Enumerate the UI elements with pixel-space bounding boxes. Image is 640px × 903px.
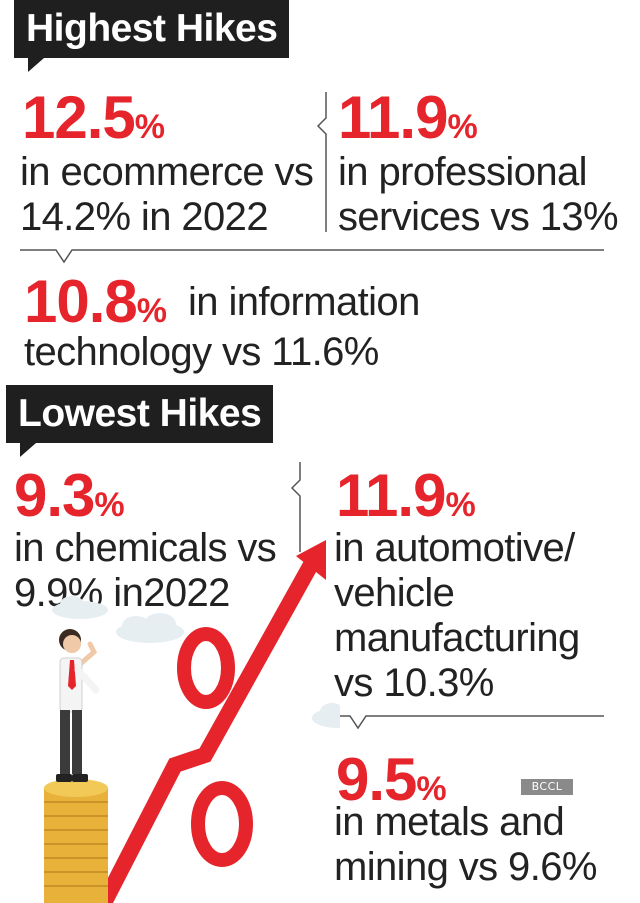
divider-vertical-bottom <box>290 462 301 552</box>
highest-item-3-inline-desc: in information <box>188 280 420 324</box>
cloud-icon <box>312 703 340 728</box>
lowest-item-2-desc: in automotive/ vehicle manufacturing vs … <box>334 526 580 705</box>
businessman-icon <box>56 629 100 782</box>
highest-item-2-desc: in professional services vs 13% <box>338 150 619 239</box>
highest-item-3-value: 10.8% <box>24 268 167 335</box>
growth-illustration <box>44 540 340 903</box>
rising-arrow-icon <box>96 540 326 903</box>
highest-item-3-desc: technology vs 11.6% <box>24 330 379 374</box>
bccl-watermark: BCCL <box>521 779 573 795</box>
highest-item-1-desc: in ecommerce vs 14.2% in 2022 <box>20 150 314 239</box>
cloud-icon <box>116 613 184 643</box>
lowest-hikes-header: Lowest Hikes <box>6 385 274 457</box>
divider-horizontal-top <box>20 249 604 264</box>
divider-horizontal-bottom <box>336 715 604 730</box>
highest-hikes-header: Highest Hikes <box>14 0 290 72</box>
percent-sign-icon <box>177 627 253 867</box>
lowest-item-3-desc: in metals and mining vs 9.6% <box>334 800 597 889</box>
cloud-icon <box>52 596 108 619</box>
lowest-item-1-value: 9.3% <box>14 462 125 529</box>
lowest-item-1-desc: in chemicals vs 9.9% in2022 <box>14 526 277 615</box>
lowest-item-3-value: 9.5% <box>336 746 447 813</box>
highest-item-2-value: 11.9% <box>338 84 478 151</box>
highest-item-1-value: 12.5% <box>22 84 165 151</box>
lowest-item-2-value: 11.9% <box>336 462 476 529</box>
coin-stack-icon <box>44 779 108 903</box>
divider-vertical-top <box>316 92 327 232</box>
